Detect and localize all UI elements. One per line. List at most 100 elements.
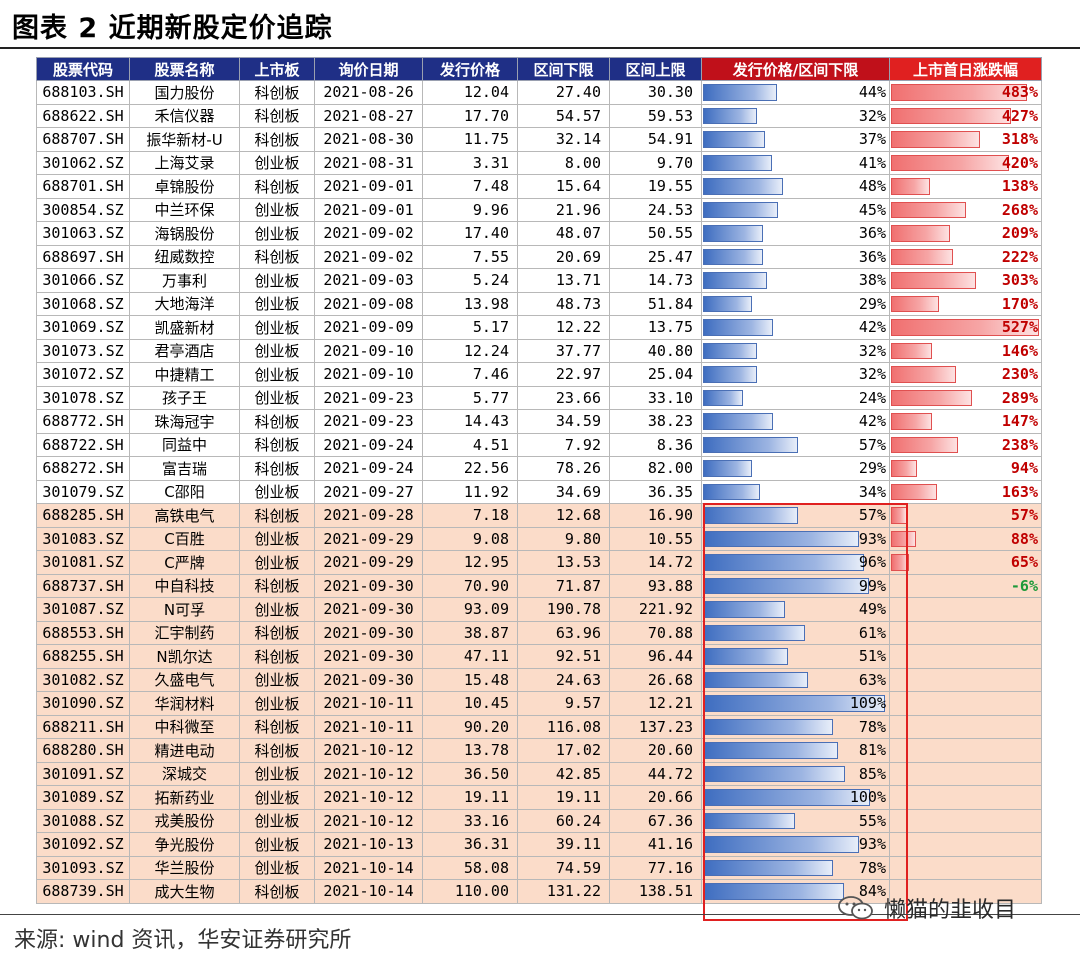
cell-board: 科创板 (239, 456, 315, 481)
cell-low: 39.11 (517, 832, 610, 857)
ratio-label: 84% (858, 882, 886, 900)
ratio-bar (703, 389, 744, 406)
cell-price: 4.51 (422, 432, 518, 457)
cell-low: 48.73 (517, 291, 610, 316)
cell-price: 36.50 (422, 761, 518, 786)
cell-high: 40.80 (609, 338, 702, 363)
cell-price: 7.46 (422, 362, 518, 387)
cell-ratio: 93% (701, 832, 890, 857)
ratio-bar (703, 319, 774, 336)
table-row: 301063.SZ 海锅股份 创业板 2021-09-02 17.40 48.07 50.5… (36, 221, 1042, 246)
ratio-bar (703, 107, 757, 124)
cell-ratio: 78% (701, 855, 890, 880)
cell-price: 38.87 (422, 620, 518, 645)
ratio-bar (703, 225, 764, 242)
cell-high: 20.60 (609, 738, 702, 763)
rise-label: 268% (1001, 200, 1038, 219)
cell-name: 久盛电气 (129, 667, 240, 692)
cell-high: 19.55 (609, 174, 702, 199)
cell-ratio: 48% (701, 174, 890, 199)
cell-ratio: 29% (701, 291, 890, 316)
cell-price: 7.18 (422, 503, 518, 528)
cell-code: 688737.SH (36, 573, 130, 598)
cell-board: 科创板 (239, 503, 315, 528)
table-body: 688103.SH 国力股份 科创板 2021-08-26 12.04 27.40 30.3… (36, 80, 1042, 904)
cell-date: 2021-10-12 (314, 761, 423, 786)
cell-price: 33.16 (422, 808, 518, 833)
cell-name: 振华新材-U (129, 127, 240, 152)
cell-low: 19.11 (517, 785, 610, 810)
cell-price: 12.04 (422, 80, 518, 105)
ratio-bar (703, 436, 799, 453)
cell-rise (889, 832, 1042, 857)
ratio-bar (703, 178, 784, 195)
cell-price: 17.70 (422, 103, 518, 128)
cell-date: 2021-10-13 (314, 832, 423, 857)
cell-date: 2021-09-01 (314, 197, 423, 222)
cell-rise: 303% (889, 268, 1042, 293)
rise-label: 65% (1010, 553, 1038, 571)
ratio-bar (703, 201, 779, 218)
table-row: 301069.SZ 凯盛新材 创业板 2021-09-09 5.17 12.22 13.75… (36, 315, 1042, 340)
ratio-bar (703, 624, 806, 641)
table-header-row: 股票代码 股票名称 上市板 询价日期 发行价格 区间下限 区间上限 发行价格/区… (36, 57, 1042, 81)
cell-date: 2021-09-03 (314, 268, 423, 293)
table-row: 688707.SH 振华新材-U 科创板 2021-08-30 11.75 32.14 54… (36, 127, 1042, 152)
rise-bar (891, 554, 910, 571)
cell-low: 60.24 (517, 808, 610, 833)
ratio-label: 42% (858, 318, 886, 336)
cell-ratio: 24% (701, 385, 890, 410)
cell-date: 2021-09-02 (314, 244, 423, 269)
cell-date: 2021-09-30 (314, 667, 423, 692)
rise-bar (891, 295, 939, 312)
ratio-label: 57% (858, 506, 886, 524)
cell-board: 科创板 (239, 620, 315, 645)
cell-code: 688272.SH (36, 456, 130, 481)
cell-high: 50.55 (609, 221, 702, 246)
rise-label: 222% (1001, 247, 1038, 266)
cell-ratio: 36% (701, 221, 890, 246)
cell-low: 24.63 (517, 667, 610, 692)
cell-name: 纽威数控 (129, 244, 240, 269)
cell-high: 20.66 (609, 785, 702, 810)
ratio-label: 42% (858, 412, 886, 430)
cell-low: 34.59 (517, 409, 610, 434)
cell-date: 2021-08-26 (314, 80, 423, 105)
cell-ratio: 96% (701, 550, 890, 575)
ratio-label: 57% (858, 435, 886, 454)
cell-board: 创业板 (239, 808, 315, 833)
cell-board: 创业板 (239, 761, 315, 786)
cell-price: 11.92 (422, 479, 518, 504)
cell-rise: 318% (889, 127, 1042, 152)
cell-rise (889, 879, 1042, 904)
ratio-bar (703, 765, 846, 782)
cell-ratio: 36% (701, 244, 890, 269)
rise-label: 318% (1001, 130, 1038, 148)
ratio-label: 109% (849, 694, 886, 712)
cell-board: 创业板 (239, 526, 315, 551)
cell-ratio: 45% (701, 197, 890, 222)
cell-date: 2021-09-30 (314, 573, 423, 598)
cell-code: 688280.SH (36, 738, 130, 763)
cell-low: 9.57 (517, 691, 610, 716)
cell-code: 301088.SZ (36, 808, 130, 833)
ratio-label: 78% (858, 717, 886, 736)
rise-bar (891, 248, 954, 265)
rise-label: 146% (1001, 341, 1038, 360)
cell-code: 301068.SZ (36, 291, 130, 316)
cell-board: 创业板 (239, 362, 315, 387)
table-row: 301089.SZ 拓新药业 创业板 2021-10-12 19.11 19.11 20.6… (36, 785, 1042, 810)
cell-low: 131.22 (517, 879, 610, 904)
wechat-icon (838, 896, 873, 920)
cell-ratio: 84% (701, 879, 890, 904)
cell-ratio: 37% (701, 127, 890, 152)
cell-name: 海锅股份 (129, 221, 240, 246)
ratio-bar (703, 507, 799, 524)
cell-rise: 65% (889, 550, 1042, 575)
cell-high: 16.90 (609, 503, 702, 528)
cell-ratio: 38% (701, 268, 890, 293)
cell-rise (889, 691, 1042, 716)
ratio-label: 55% (858, 811, 886, 830)
ratio-label: 63% (858, 670, 886, 689)
header-high: 区间上限 (609, 57, 702, 81)
